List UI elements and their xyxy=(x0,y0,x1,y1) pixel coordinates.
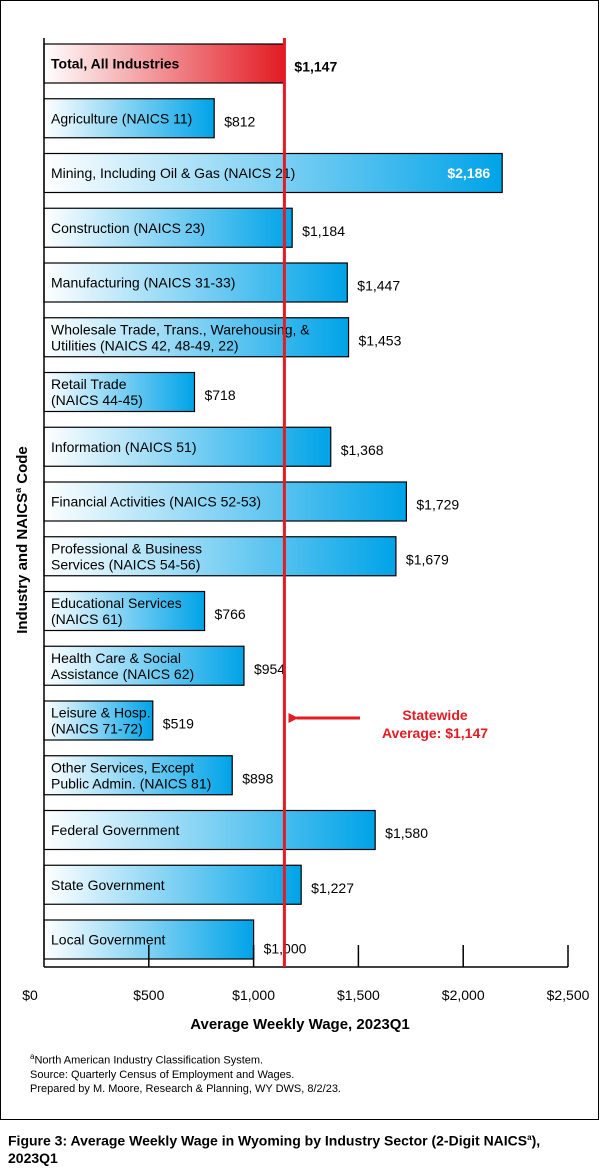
value-label-13: $898 xyxy=(242,770,273,786)
category-label-16: Local Government xyxy=(51,932,166,948)
category-label-3: Construction (NAICS 23) xyxy=(51,220,205,236)
category-label-15: State Government xyxy=(51,877,165,893)
bar-14 xyxy=(43,809,376,851)
statewide-average-label-line2: Average: $1,147 xyxy=(382,725,488,741)
value-label-14: $1,580 xyxy=(385,825,428,841)
bar-2 xyxy=(43,152,503,194)
category-label-7: Information (NAICS 51) xyxy=(51,439,197,455)
category-label-9: Professional & Business Services (NAICS 5… xyxy=(51,540,202,572)
statewide-average-label-line1: Statewide xyxy=(402,707,468,723)
x-tick-label-0: $0 xyxy=(22,987,38,1003)
y-axis-label: Industry and NAICSa Code xyxy=(13,446,31,634)
category-label-10: Educational Services (NAICS 61) xyxy=(51,595,182,627)
category-label-14: Federal Government xyxy=(51,822,180,838)
category-label-4: Manufacturing (NAICS 31-33) xyxy=(51,275,235,291)
bar-13 xyxy=(43,755,233,796)
category-label-0: Total, All Industries xyxy=(51,56,180,72)
x-tick-label-1: $500 xyxy=(133,987,164,1003)
footnotes: aNorth American Industry Classification … xyxy=(30,1050,341,1096)
bar-1 xyxy=(43,98,215,139)
value-label-9: $1,679 xyxy=(406,551,449,567)
bar-8 xyxy=(43,481,407,522)
value-label-5: $1,453 xyxy=(359,332,402,348)
value-label-15: $1,227 xyxy=(311,880,354,896)
bar-10 xyxy=(43,590,206,632)
x-tick-label-3: $1,500 xyxy=(337,987,380,1003)
value-label-8: $1,729 xyxy=(416,497,459,513)
category-label-8: Financial Activities (NAICS 52-53) xyxy=(51,494,261,510)
x-tick-label-4: $2,000 xyxy=(442,987,485,1003)
value-label-0: $1,147 xyxy=(294,59,337,75)
value-label-7: $1,368 xyxy=(341,442,384,458)
category-label-12: Leisure & Hosp. (NAICS 71-72) xyxy=(51,705,151,737)
figure-caption: Figure 3: Average Weekly Wage in Wyoming… xyxy=(8,1132,541,1166)
value-label-6: $718 xyxy=(204,387,235,403)
value-label-3: $1,184 xyxy=(302,223,345,239)
footnote-naics: aNorth American Industry Classification … xyxy=(30,1052,264,1067)
value-label-12: $519 xyxy=(163,716,194,732)
bar-15 xyxy=(43,864,302,905)
x-tick-label-2: $1,000 xyxy=(232,987,275,1003)
value-label-4: $1,447 xyxy=(357,278,400,294)
bar-12 xyxy=(43,700,154,741)
bar-6 xyxy=(43,371,196,413)
footnote-prepared-by: Prepared by M. Moore, Research & Plannin… xyxy=(30,1082,341,1095)
category-label-2: Mining, Including Oil & Gas (NAICS 21) xyxy=(51,165,295,181)
category-label-11: Health Care & Social Assistance (NAICS 62… xyxy=(51,650,194,682)
value-label-10: $766 xyxy=(215,606,246,622)
category-label-6: Retail Trade (NAICS 44-45) xyxy=(51,376,143,408)
footnote-source: Source: Quarterly Census of Employment a… xyxy=(30,1068,295,1081)
bar-11 xyxy=(43,645,245,686)
x-axis-label: Average Weekly Wage, 2023Q1 xyxy=(190,1016,410,1033)
value-label-1: $812 xyxy=(224,113,255,129)
value-label-2: $2,186 xyxy=(447,165,490,181)
figure-frame xyxy=(0,0,599,1120)
value-label-11: $954 xyxy=(254,661,285,677)
category-label-1: Agriculture (NAICS 11) xyxy=(51,110,192,126)
bar-0 xyxy=(43,43,286,84)
bar-chart: Total, All Industries $1,147 Agriculture (… xyxy=(22,38,590,1003)
category-label-5: Wholesale Trade, Trans., Warehousing, & U… xyxy=(51,321,310,353)
x-tick-label-5: $2,500 xyxy=(547,987,590,1003)
bar-9 xyxy=(43,536,397,577)
category-label-13: Other Services, Except Public Admin. (NAI… xyxy=(51,759,211,791)
